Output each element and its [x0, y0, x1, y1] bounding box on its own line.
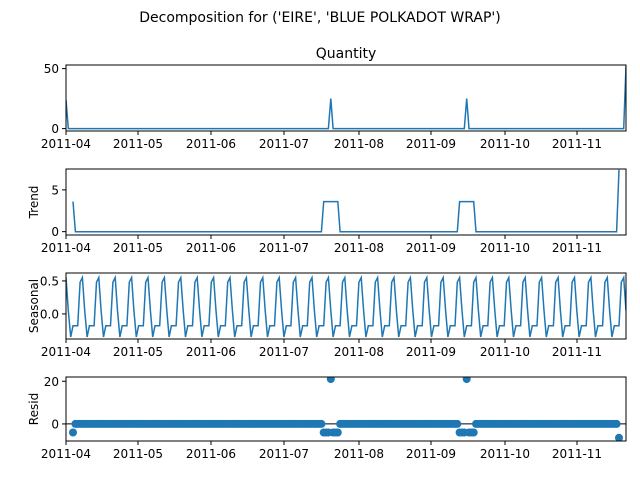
panel-2: Trend 2011-04 2011-05 2011-06 2011-07 2011-08…: [27, 168, 627, 255]
panel-1: Quantity 2011-04 2011-05 2011-06 2011-07 2011…: [41, 46, 627, 151]
x-tick-label: 2011-10: [480, 345, 530, 359]
resid-point: [69, 428, 77, 437]
x-tick-label: 2011-11: [552, 345, 602, 359]
x-tick-label: 2011-10: [480, 241, 530, 255]
plot-area: [66, 66, 626, 130]
x-tick-label: 2011-04: [41, 447, 91, 461]
x-tick-label: 2011-09: [406, 137, 456, 151]
x-tick-label: 2011-07: [259, 447, 309, 461]
x-tick-label: 2011-07: [259, 241, 309, 255]
x-tick-label: 2011-09: [406, 447, 456, 461]
resid-point: [326, 377, 335, 384]
y-tick-label: 0: [51, 122, 59, 136]
series-line: [66, 66, 626, 130]
x-tick-label: 2011-07: [259, 345, 309, 359]
series-line: [72, 169, 620, 233]
x-tick-label: 2011-09: [406, 241, 456, 255]
x-tick-label: 2011-11: [552, 447, 602, 461]
x-tick-label: 2011-05: [113, 345, 163, 359]
resid-point: [317, 419, 326, 428]
x-tick-label: 2011-05: [113, 137, 163, 151]
y-axis-label: Resid: [27, 393, 41, 425]
resid-point: [462, 377, 471, 384]
axes-frame: [65, 272, 627, 340]
panel-title: Quantity: [316, 46, 377, 62]
resid-point: [469, 428, 478, 437]
x-tick-label: 2011-04: [41, 137, 91, 151]
y-axis-label: Seasonal: [27, 279, 41, 333]
panel-4: Resid 2011-04 2011-05 2011-06 2011-07 2011-08…: [27, 375, 627, 461]
x-tick-label: 2011-11: [552, 241, 602, 255]
x-tick-label: 2011-04: [41, 345, 91, 359]
figure-title: Decomposition for ('EIRE', 'BLUE POLKADO…: [139, 10, 501, 26]
x-tick-label: 2011-06: [186, 447, 236, 461]
panels: Quantity 2011-04 2011-05 2011-06 2011-07 2011…: [27, 46, 627, 461]
x-tick-label: 2011-04: [41, 241, 91, 255]
y-tick-label: 5: [51, 183, 59, 197]
resid-point: [612, 419, 621, 428]
y-tick-label: 0.0: [40, 307, 59, 321]
x-tick-label: 2011-07: [259, 137, 309, 151]
axes-frame: [65, 64, 627, 132]
x-tick-label: 2011-06: [186, 137, 236, 151]
x-tick-label: 2011-10: [480, 447, 530, 461]
x-tick-label: 2011-09: [406, 345, 456, 359]
x-tick-label: 2011-10: [480, 137, 530, 151]
y-axis-label: Trend: [27, 186, 41, 220]
y-tick-label: 0: [51, 225, 59, 239]
x-tick-label: 2011-08: [334, 345, 384, 359]
x-tick-label: 2011-06: [186, 345, 236, 359]
plot-area: [66, 274, 626, 338]
y-tick-label: 20: [44, 375, 59, 389]
resid-point: [333, 428, 342, 437]
y-tick-label: 50: [44, 62, 59, 76]
x-tick-label: 2011-08: [334, 447, 384, 461]
axes-frame: [65, 376, 627, 442]
x-tick-label: 2011-08: [334, 241, 384, 255]
x-tick-label: 2011-06: [186, 241, 236, 255]
plot-area: [72, 169, 620, 233]
x-tick-label: 2011-11: [552, 137, 602, 151]
x-tick-label: 2011-05: [113, 447, 163, 461]
y-tick-label: 0.5: [40, 274, 59, 288]
axes-frame: [65, 168, 627, 236]
plot-area: [66, 377, 626, 441]
x-tick-label: 2011-08: [334, 137, 384, 151]
series-line: [66, 274, 626, 338]
x-tick-label: 2011-05: [113, 241, 163, 255]
resid-point: [615, 433, 623, 441]
y-tick-label: 0: [51, 417, 59, 431]
resid-point: [453, 419, 462, 428]
